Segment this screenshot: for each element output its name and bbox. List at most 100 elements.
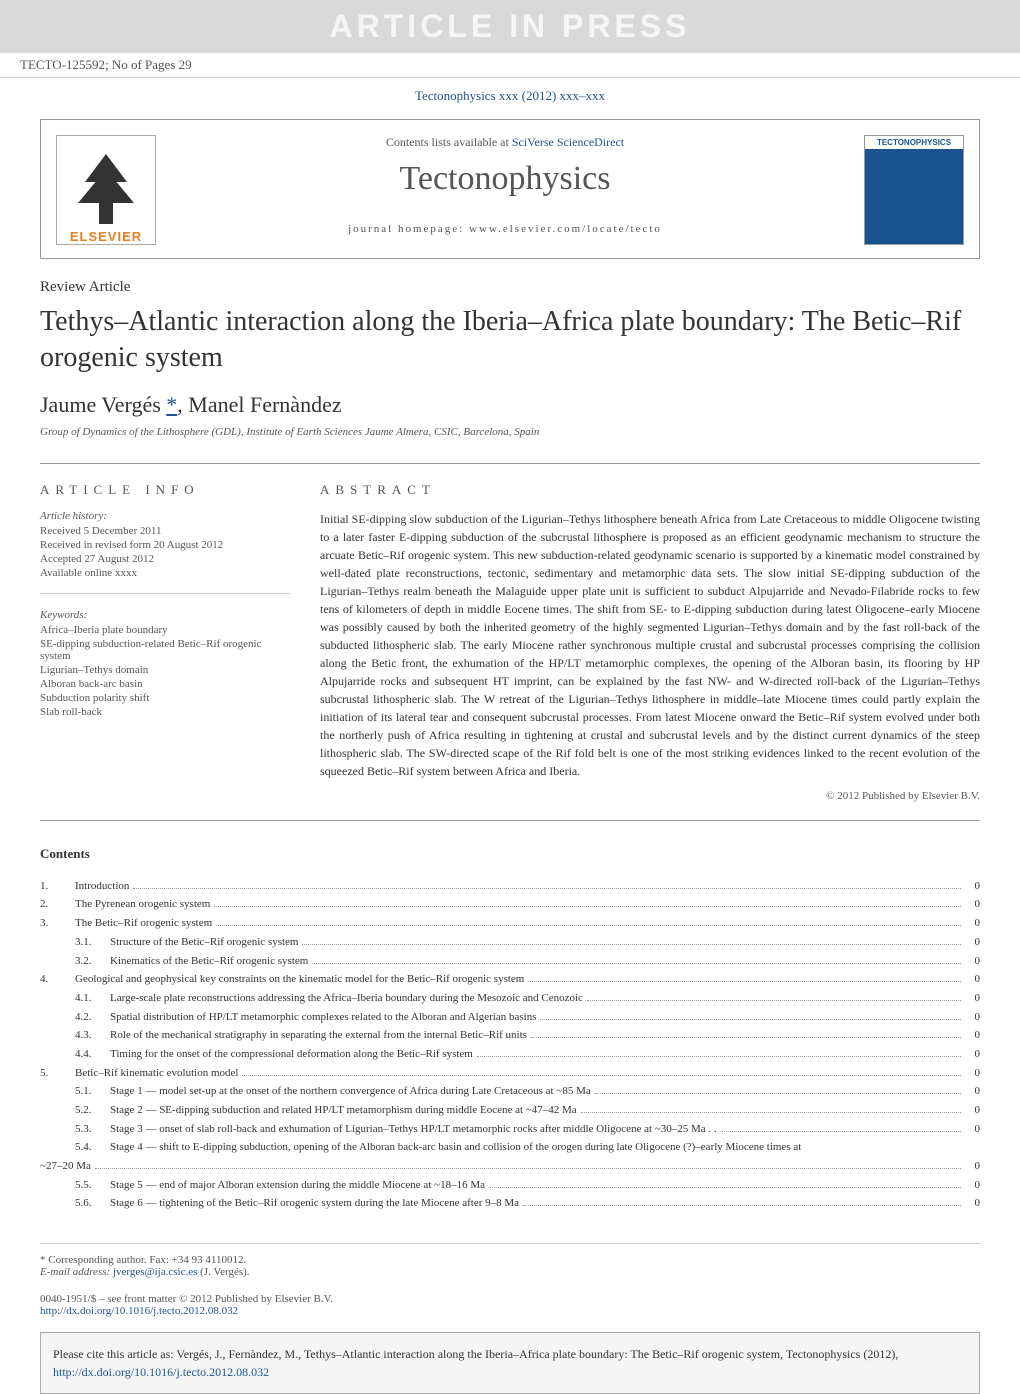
toc-row: 5.5.Stage 5 — end of major Alboran exten… <box>40 1176 980 1195</box>
abstract-col: ABSTRACT Initial SE-dipping slow subduct… <box>320 482 980 802</box>
toc-dots <box>242 1075 961 1076</box>
toc-row: 3.1.Structure of the Betic–Rif orogenic … <box>40 933 980 952</box>
toc-title: Stage 4 — shift to E-dipping subduction,… <box>110 1138 801 1157</box>
revised-date: Received in revised form 20 August 2012 <box>40 539 290 551</box>
toc-page: 0 <box>965 914 980 933</box>
toc-dots <box>214 906 961 907</box>
online-date: Available online xxxx <box>40 567 290 579</box>
authors: Jaume Vergés *, Manel Fernàndez <box>40 392 980 418</box>
toc-row: 2.The Pyrenean orogenic system0 <box>40 895 980 914</box>
toc-title: Stage 3 — onset of slab roll-back and ex… <box>110 1120 717 1139</box>
keyword-6: Slab roll-back <box>40 706 290 718</box>
toc-dots <box>312 963 961 964</box>
received-date: Received 5 December 2011 <box>40 525 290 537</box>
toc-dots <box>133 888 961 889</box>
keyword-4: Alboran back-arc basin <box>40 678 290 690</box>
cite-text: Please cite this article as: Vergés, J.,… <box>53 1347 898 1361</box>
toc-num: 5. <box>40 1064 75 1083</box>
elsevier-label: ELSEVIER <box>70 229 142 244</box>
toc-page: 0 <box>965 1157 980 1176</box>
author-2: , Manel Fernàndez <box>177 392 341 417</box>
toc-dots <box>581 1112 961 1113</box>
toc-title: The Betic–Rif orogenic system <box>75 914 212 933</box>
keyword-3: Ligurian–Tethys domain <box>40 664 290 676</box>
toc-dots <box>531 1037 961 1038</box>
contents-available: Contents lists available at SciVerse Sci… <box>181 135 829 150</box>
toc-subnum: 3.2. <box>75 952 110 971</box>
history-label: Article history: <box>40 510 290 522</box>
elsevier-logo[interactable]: ELSEVIER <box>56 135 156 245</box>
keyword-1: Africa–Iberia plate boundary <box>40 624 290 636</box>
journal-homepage: journal homepage: www.elsevier.com/locat… <box>181 223 829 235</box>
toc-subnum: 4.4. <box>75 1045 110 1064</box>
toc-dots <box>477 1056 961 1057</box>
journal-ref-anchor[interactable]: Tectonophysics xxx (2012) xxx–xxx <box>415 88 605 103</box>
toc-row: 4.1.Large-scale plate reconstructions ad… <box>40 989 980 1008</box>
toc-subnum: 4.3. <box>75 1026 110 1045</box>
toc-page: 0 <box>965 1026 980 1045</box>
issn-line: 0040-1951/$ – see front matter © 2012 Pu… <box>40 1293 980 1305</box>
journal-ref-link: Tectonophysics xxx (2012) xxx–xxx <box>0 78 1020 109</box>
paper-title: Tethys–Atlantic interaction along the Ib… <box>40 304 980 377</box>
toc-page: 0 <box>965 933 980 952</box>
toc-page: 0 <box>965 1082 980 1101</box>
toc-title: Timing for the onset of the compressiona… <box>110 1045 473 1064</box>
toc-row: 5.Betic–Rif kinematic evolution model0 <box>40 1064 980 1083</box>
toc-title: Stage 5 — end of major Alboran extension… <box>110 1176 485 1195</box>
table-of-contents: 1.Introduction02.The Pyrenean orogenic s… <box>40 877 980 1213</box>
article-info-col: ARTICLE INFO Article history: Received 5… <box>40 482 290 802</box>
toc-subnum: 4.2. <box>75 1008 110 1027</box>
cover-thumb-title: TECTONOPHYSICS <box>865 136 963 149</box>
toc-num: 1. <box>40 877 75 896</box>
elsevier-tree-icon <box>71 154 141 224</box>
toc-title: Stage 6 — tightening of the Betic–Rif or… <box>110 1194 519 1213</box>
article-id-bar: TECTO-125592; No of Pages 29 <box>0 53 1020 78</box>
toc-page: 0 <box>965 1120 980 1139</box>
toc-dots <box>523 1205 961 1206</box>
toc-title: Stage 1 — model set-up at the onset of t… <box>110 1082 591 1101</box>
toc-row: 5.3.Stage 3 — onset of slab roll-back an… <box>40 1120 980 1139</box>
toc-title: Geological and geophysical key constrain… <box>75 970 524 989</box>
toc-page: 0 <box>965 1064 980 1083</box>
toc-subnum: 3.1. <box>75 933 110 952</box>
email-suffix: (J. Vergés). <box>197 1266 249 1278</box>
journal-cover-thumb[interactable]: TECTONOPHYSICS <box>864 135 964 245</box>
toc-dots <box>587 1000 961 1001</box>
toc-page: 0 <box>965 1194 980 1213</box>
toc-dots <box>95 1168 961 1169</box>
article-type: Review Article <box>40 279 980 296</box>
toc-row: 5.4.Stage 4 — shift to E-dipping subduct… <box>40 1138 980 1157</box>
keyword-5: Subduction polarity shift <box>40 692 290 704</box>
sciencedirect-link[interactable]: SciVerse ScienceDirect <box>512 135 624 149</box>
toc-row: 1.Introduction0 <box>40 877 980 896</box>
header-center: Contents lists available at SciVerse Sci… <box>181 135 829 235</box>
corresponding-asterisk[interactable]: * <box>166 392 177 417</box>
toc-dots <box>528 981 961 982</box>
toc-num: 4. <box>40 970 75 989</box>
email-label: E-mail address: <box>40 1266 113 1278</box>
toc-title: Kinematics of the Betic–Rif orogenic sys… <box>110 952 308 971</box>
toc-row: 5.1.Stage 1 — model set-up at the onset … <box>40 1082 980 1101</box>
keywords-section: Keywords: Africa–Iberia plate boundary S… <box>40 609 290 732</box>
toc-page: 0 <box>965 952 980 971</box>
toc-dots <box>595 1093 961 1094</box>
toc-subnum: 5.5. <box>75 1176 110 1195</box>
toc-num: 2. <box>40 895 75 914</box>
toc-subnum: 5.1. <box>75 1082 110 1101</box>
cite-doi-link[interactable]: http://dx.doi.org/10.1016/j.tecto.2012.0… <box>53 1365 269 1379</box>
email-link[interactable]: jverges@ija.csic.es <box>113 1266 197 1278</box>
toc-page: 0 <box>965 895 980 914</box>
toc-title: Introduction <box>75 877 129 896</box>
copyright: © 2012 Published by Elsevier B.V. <box>320 790 980 802</box>
doi-link[interactable]: http://dx.doi.org/10.1016/j.tecto.2012.0… <box>40 1305 238 1317</box>
email-line: E-mail address: jverges@ija.csic.es (J. … <box>40 1266 980 1278</box>
toc-row: ~27–20 Ma0 <box>40 1157 980 1176</box>
toc-row: 3.2.Kinematics of the Betic–Rif orogenic… <box>40 952 980 971</box>
toc-row: 3.The Betic–Rif orogenic system 0 <box>40 914 980 933</box>
toc-num: 3. <box>40 914 75 933</box>
toc-page: 0 <box>965 1101 980 1120</box>
contents-heading: Contents <box>40 846 980 862</box>
accepted-date: Accepted 27 August 2012 <box>40 553 290 565</box>
journal-title: Tectonophysics <box>181 160 829 198</box>
history-section: Article history: Received 5 December 201… <box>40 510 290 594</box>
